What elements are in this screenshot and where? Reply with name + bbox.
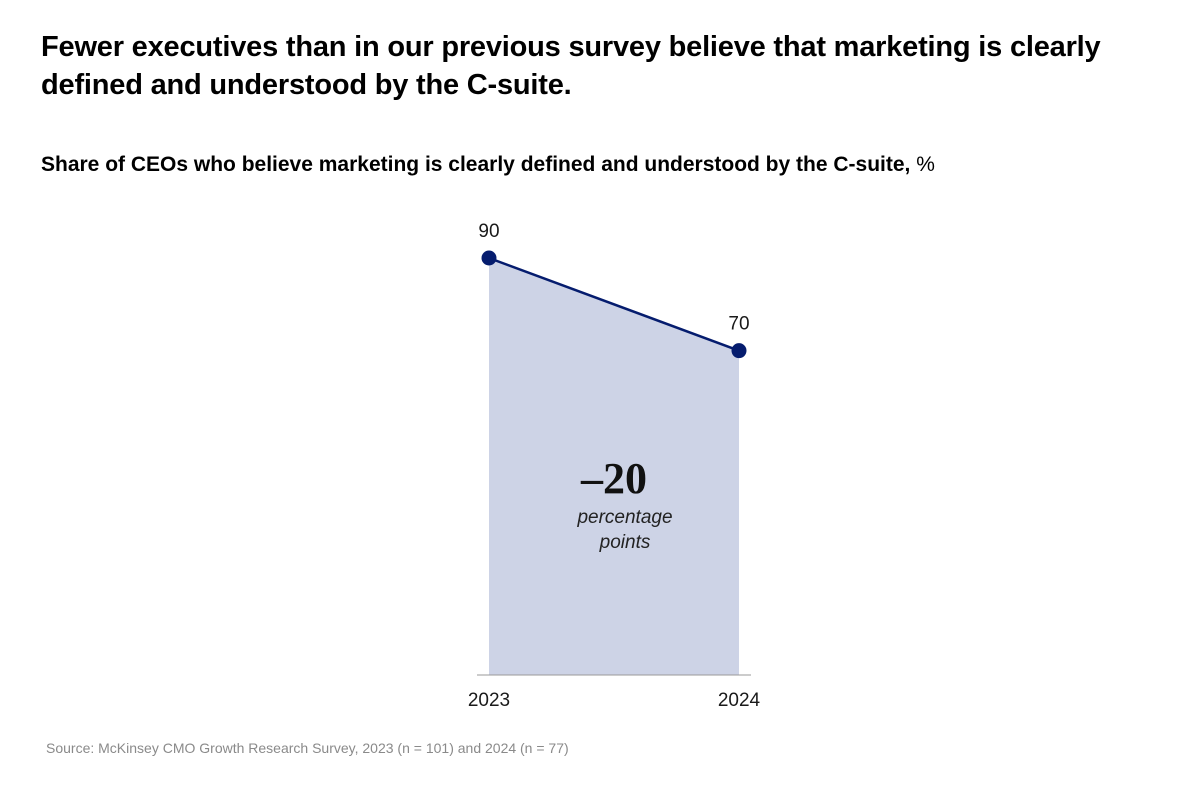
- change-unit-line1: percentage: [576, 507, 672, 528]
- source-note: Source: McKinsey CMO Growth Research Sur…: [46, 740, 569, 756]
- x-tick-label-2024: 2024: [718, 690, 761, 711]
- series-line: [488, 256, 740, 352]
- chart-headline: Fewer executives than in our previous su…: [41, 31, 1101, 101]
- subtitle-unit: %: [916, 153, 935, 176]
- change-value: –20: [580, 454, 647, 503]
- x-tick-label-2023: 2023: [468, 690, 510, 711]
- change-unit-line2: points: [599, 532, 651, 553]
- value-label-2024: 70: [728, 314, 749, 335]
- value-label-2023: 90: [478, 221, 499, 242]
- data-point-2023: [481, 250, 497, 266]
- subtitle-text: Share of CEOs who believe marketing is c…: [41, 153, 911, 176]
- data-point-2024: [731, 343, 747, 359]
- area-fill: [489, 258, 739, 675]
- chart-subtitle: Share of CEOs who believe marketing is c…: [41, 151, 935, 179]
